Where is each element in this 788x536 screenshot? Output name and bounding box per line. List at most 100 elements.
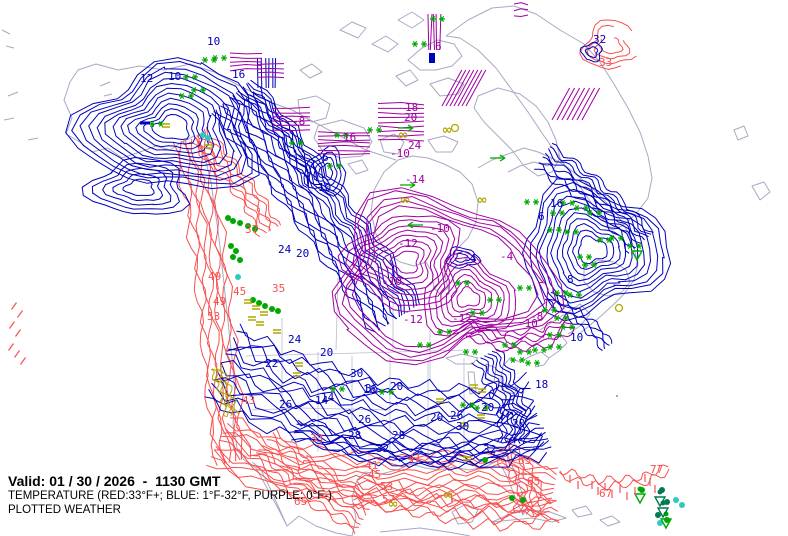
snowfall-icon	[460, 401, 475, 409]
isotherm-contour	[572, 229, 615, 270]
station-circle-icon	[450, 123, 460, 133]
equals-mark-icon	[248, 316, 256, 321]
infinity-symbol-icon: ∞	[388, 497, 399, 512]
isotherm-contour	[179, 141, 226, 464]
isotherm-contour	[377, 129, 425, 133]
station-dot-icon	[235, 274, 241, 280]
coastline-path	[370, 155, 479, 295]
isotherm-contour	[427, 13, 430, 51]
isotherm-contour	[428, 256, 510, 333]
isotherm-contour	[250, 79, 420, 305]
isotherm-contour	[272, 432, 375, 503]
isotherm-hatch-purple	[441, 69, 487, 107]
svg-text:∞: ∞	[388, 497, 399, 512]
wind-tick-icon	[15, 329, 21, 337]
isotherm-contour	[445, 273, 492, 318]
isotherm-contour	[236, 330, 530, 400]
isotherm-contour	[257, 63, 285, 65]
station-dot-icon	[482, 457, 488, 463]
isotherm-label: -10	[430, 222, 450, 235]
svg-text:∞: ∞	[442, 123, 453, 138]
coastline-path	[313, 119, 373, 159]
isotherm-contour	[534, 168, 630, 254]
isotherm-contour	[581, 87, 601, 121]
isotherm-contour	[546, 297, 606, 350]
isotherm-contour	[366, 234, 438, 291]
coastline-path	[445, 353, 479, 365]
isotherm-contour	[566, 87, 586, 121]
isotherm-label: 26	[450, 409, 463, 422]
isotherm-label: 67	[599, 487, 612, 500]
isotherm-contour	[559, 468, 670, 491]
coastline-path	[751, 181, 771, 201]
isotherm-contour	[374, 240, 432, 285]
isotherm-label: 33	[599, 56, 612, 69]
snowfall-icon	[510, 356, 525, 364]
isotherm-contour	[104, 82, 228, 167]
isotherm-contour	[457, 69, 479, 107]
isotherm-contour	[513, 2, 529, 6]
islet-dot	[616, 395, 618, 397]
coastline-path	[5, 45, 15, 49]
isotherm-contour	[151, 113, 190, 141]
isotherm-contour	[271, 120, 311, 123]
station-dot-icon	[228, 243, 234, 249]
isotherm-contour	[293, 431, 550, 465]
isotherm-contour	[351, 205, 539, 348]
isotherm-contour	[480, 357, 514, 444]
isotherm-contour	[81, 156, 191, 215]
snowfall-icon	[330, 385, 345, 393]
station-dot-icon	[200, 132, 206, 138]
isotherm-contour	[227, 348, 535, 417]
isotherm-label: 24	[408, 139, 422, 152]
triangle-marker-icon	[630, 250, 644, 262]
isotherm-contour	[577, 235, 608, 265]
svg-text:∞: ∞	[477, 193, 488, 208]
svg-text:∞: ∞	[400, 193, 411, 208]
isotherm-contour	[266, 439, 370, 510]
isotherm-label: 45	[368, 468, 381, 481]
isotherm-label: -4	[500, 250, 514, 263]
isotherm-contour	[352, 225, 450, 302]
isotherm-contour	[465, 69, 487, 107]
infinity-symbol-icon: ∞	[443, 488, 454, 503]
isotherm-hatch-purple	[229, 52, 263, 72]
isotherm-contour	[317, 139, 371, 142]
station-dot-icon	[237, 220, 243, 226]
isotherm-label: 10	[168, 70, 181, 83]
snowfall-icon	[412, 40, 427, 48]
isotherm-contour	[259, 86, 325, 178]
isotherm-contour	[215, 109, 381, 331]
isotherm-contour	[229, 68, 263, 72]
wind-arrow-icon	[490, 154, 506, 162]
infinity-symbol-icon: ∞	[398, 128, 409, 143]
isotherm-contour	[296, 423, 546, 455]
isotherm-label: 65	[527, 475, 540, 488]
isotherm-blob-blue	[303, 145, 347, 197]
isotherm-label: 20	[390, 380, 403, 393]
snowfall-icon	[474, 404, 489, 412]
snowfall-icon	[417, 341, 432, 349]
buoy-marker-icon	[656, 500, 670, 519]
snowfall-icon	[547, 226, 562, 234]
station-dot-icon	[230, 254, 236, 260]
isotherm-contour	[467, 321, 574, 345]
isotherm-label: 26	[279, 398, 292, 411]
map-footer: Valid: 01 / 30 / 2026 - 1130 GMT TEMPERA…	[8, 474, 332, 517]
coastline-path	[99, 81, 111, 87]
isotherm-contour	[224, 427, 556, 480]
isotherm-label: 35	[272, 282, 285, 295]
isotherm-contour	[331, 187, 565, 366]
isotherm-band-red	[559, 464, 670, 491]
isotherm-label: 26	[358, 413, 371, 426]
isotherm-hatch-purple	[271, 106, 311, 132]
isotherm-contour	[303, 145, 347, 197]
isotherm-contour	[377, 102, 425, 106]
coastline-path	[3, 117, 15, 121]
isotherm-contour	[102, 167, 172, 206]
isotherm-contour	[550, 292, 610, 346]
equals-mark-icon	[293, 372, 301, 377]
isotherm-label: 32	[376, 442, 389, 455]
coastline-path	[445, 5, 653, 231]
isotherm-band-red	[247, 428, 378, 535]
